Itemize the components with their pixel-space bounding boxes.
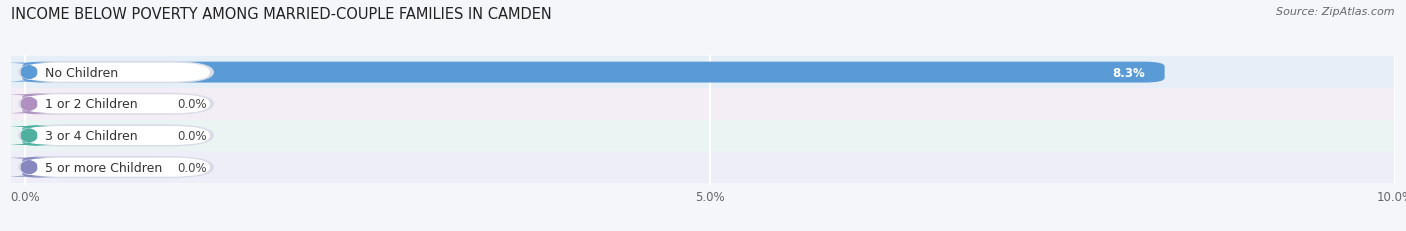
Bar [11, 57, 1395, 88]
Bar [11, 88, 1395, 120]
Bar [11, 120, 1395, 152]
FancyBboxPatch shape [22, 94, 170, 115]
FancyBboxPatch shape [21, 126, 209, 145]
FancyBboxPatch shape [22, 125, 170, 146]
Text: 0.0%: 0.0% [177, 129, 207, 142]
FancyBboxPatch shape [18, 156, 214, 179]
Text: 0.0%: 0.0% [177, 161, 207, 174]
FancyBboxPatch shape [3, 126, 55, 145]
FancyBboxPatch shape [18, 125, 214, 147]
Text: 8.3%: 8.3% [1112, 66, 1146, 79]
Text: No Children: No Children [45, 66, 118, 79]
FancyBboxPatch shape [3, 63, 55, 82]
FancyBboxPatch shape [21, 95, 209, 114]
FancyBboxPatch shape [21, 158, 209, 177]
FancyBboxPatch shape [21, 63, 209, 82]
Text: 5 or more Children: 5 or more Children [45, 161, 163, 174]
FancyBboxPatch shape [3, 158, 55, 177]
FancyBboxPatch shape [3, 95, 55, 114]
FancyBboxPatch shape [22, 62, 1164, 83]
Text: Source: ZipAtlas.com: Source: ZipAtlas.com [1277, 7, 1395, 17]
Bar [11, 152, 1395, 183]
FancyBboxPatch shape [22, 157, 170, 178]
Text: 1 or 2 Children: 1 or 2 Children [45, 98, 138, 111]
FancyBboxPatch shape [18, 93, 214, 116]
FancyBboxPatch shape [18, 62, 214, 84]
Text: 3 or 4 Children: 3 or 4 Children [45, 129, 138, 142]
Text: 0.0%: 0.0% [177, 98, 207, 111]
Text: INCOME BELOW POVERTY AMONG MARRIED-COUPLE FAMILIES IN CAMDEN: INCOME BELOW POVERTY AMONG MARRIED-COUPL… [11, 7, 553, 22]
